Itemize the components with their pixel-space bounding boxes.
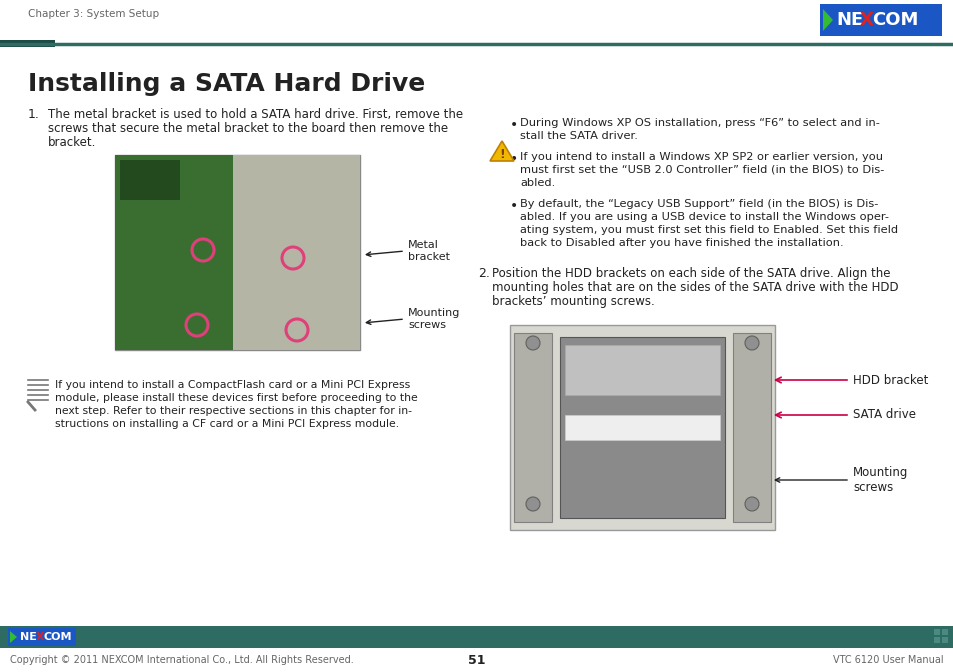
Text: Chapter 3: System Setup: Chapter 3: System Setup	[28, 9, 159, 19]
Text: By default, the “Legacy USB Support” field (in the BIOS) is Dis-: By default, the “Legacy USB Support” fie…	[519, 199, 878, 209]
Bar	[564, 415, 720, 440]
Bar	[941, 629, 947, 635]
Text: must first set the “USB 2.0 Controller” field (in the BIOS) to Dis-: must first set the “USB 2.0 Controller” …	[519, 165, 883, 175]
Text: Installing a SATA Hard Drive: Installing a SATA Hard Drive	[28, 72, 425, 96]
Text: module, please install these devices first before proceeding to the: module, please install these devices fir…	[55, 393, 417, 403]
Text: next step. Refer to their respective sections in this chapter for in-: next step. Refer to their respective sec…	[55, 406, 412, 416]
Bar	[0, 626, 953, 648]
Bar	[514, 333, 552, 522]
Circle shape	[744, 336, 759, 350]
Text: brackets’ mounting screws.: brackets’ mounting screws.	[492, 295, 654, 308]
Text: ating system, you must first set this field to Enabled. Set this field: ating system, you must first set this fi…	[519, 225, 897, 235]
Text: !: !	[498, 147, 504, 161]
Text: stall the SATA driver.: stall the SATA driver.	[519, 131, 638, 141]
Bar	[732, 333, 770, 522]
Text: If you intend to install a CompactFlash card or a Mini PCI Express: If you intend to install a CompactFlash …	[55, 380, 410, 390]
Text: •: •	[510, 199, 517, 213]
Text: NE: NE	[20, 632, 37, 642]
Bar	[120, 160, 180, 200]
Bar	[115, 155, 359, 350]
Text: abled. If you are using a USB device to install the Windows oper-: abled. If you are using a USB device to …	[519, 212, 888, 222]
Text: X: X	[36, 632, 45, 642]
Text: •: •	[510, 152, 517, 166]
Bar	[0, 40, 55, 47]
Text: mounting holes that are on the sides of the SATA drive with the HDD: mounting holes that are on the sides of …	[492, 281, 898, 294]
Polygon shape	[10, 631, 17, 643]
Text: •: •	[510, 118, 517, 132]
Bar	[559, 337, 724, 518]
Text: X: X	[859, 11, 873, 29]
Circle shape	[525, 336, 539, 350]
Text: Mounting
screws: Mounting screws	[408, 308, 460, 330]
Text: Position the HDD brackets on each side of the SATA drive. Align the: Position the HDD brackets on each side o…	[492, 267, 889, 280]
Text: HDD bracket: HDD bracket	[852, 374, 927, 386]
Text: SATA drive: SATA drive	[852, 409, 915, 421]
Bar	[933, 629, 939, 635]
Polygon shape	[822, 9, 832, 31]
Text: screws that secure the metal bracket to the board then remove the: screws that secure the metal bracket to …	[48, 122, 448, 135]
Bar	[941, 637, 947, 643]
Text: NE: NE	[835, 11, 862, 29]
Text: COM: COM	[44, 632, 72, 642]
Text: Copyright © 2011 NEXCOM International Co., Ltd. All Rights Reserved.: Copyright © 2011 NEXCOM International Co…	[10, 655, 354, 665]
Bar	[8, 628, 76, 646]
Text: During Windows XP OS installation, press “F6” to select and in-: During Windows XP OS installation, press…	[519, 118, 879, 128]
Bar	[933, 637, 939, 643]
Text: VTC 6120 User Manual: VTC 6120 User Manual	[833, 655, 943, 665]
Text: 2.: 2.	[477, 267, 489, 280]
Polygon shape	[490, 141, 514, 161]
Text: 1.: 1.	[28, 108, 40, 121]
Text: Metal
bracket: Metal bracket	[408, 240, 450, 262]
Bar	[820, 4, 941, 36]
Bar	[510, 325, 774, 530]
Bar	[233, 155, 359, 350]
Text: 51: 51	[468, 653, 485, 667]
Text: structions on installing a CF card or a Mini PCI Express module.: structions on installing a CF card or a …	[55, 419, 398, 429]
Bar	[564, 345, 720, 395]
Text: abled.: abled.	[519, 178, 555, 188]
Circle shape	[744, 497, 759, 511]
Text: back to Disabled after you have finished the installation.: back to Disabled after you have finished…	[519, 238, 842, 248]
Bar	[115, 155, 233, 350]
Text: If you intend to install a Windows XP SP2 or earlier version, you: If you intend to install a Windows XP SP…	[519, 152, 882, 162]
Text: Mounting
screws: Mounting screws	[852, 466, 907, 494]
Text: The metal bracket is used to hold a SATA hard drive. First, remove the: The metal bracket is used to hold a SATA…	[48, 108, 462, 121]
Text: COM: COM	[871, 11, 918, 29]
Circle shape	[525, 497, 539, 511]
Text: bracket.: bracket.	[48, 136, 96, 149]
